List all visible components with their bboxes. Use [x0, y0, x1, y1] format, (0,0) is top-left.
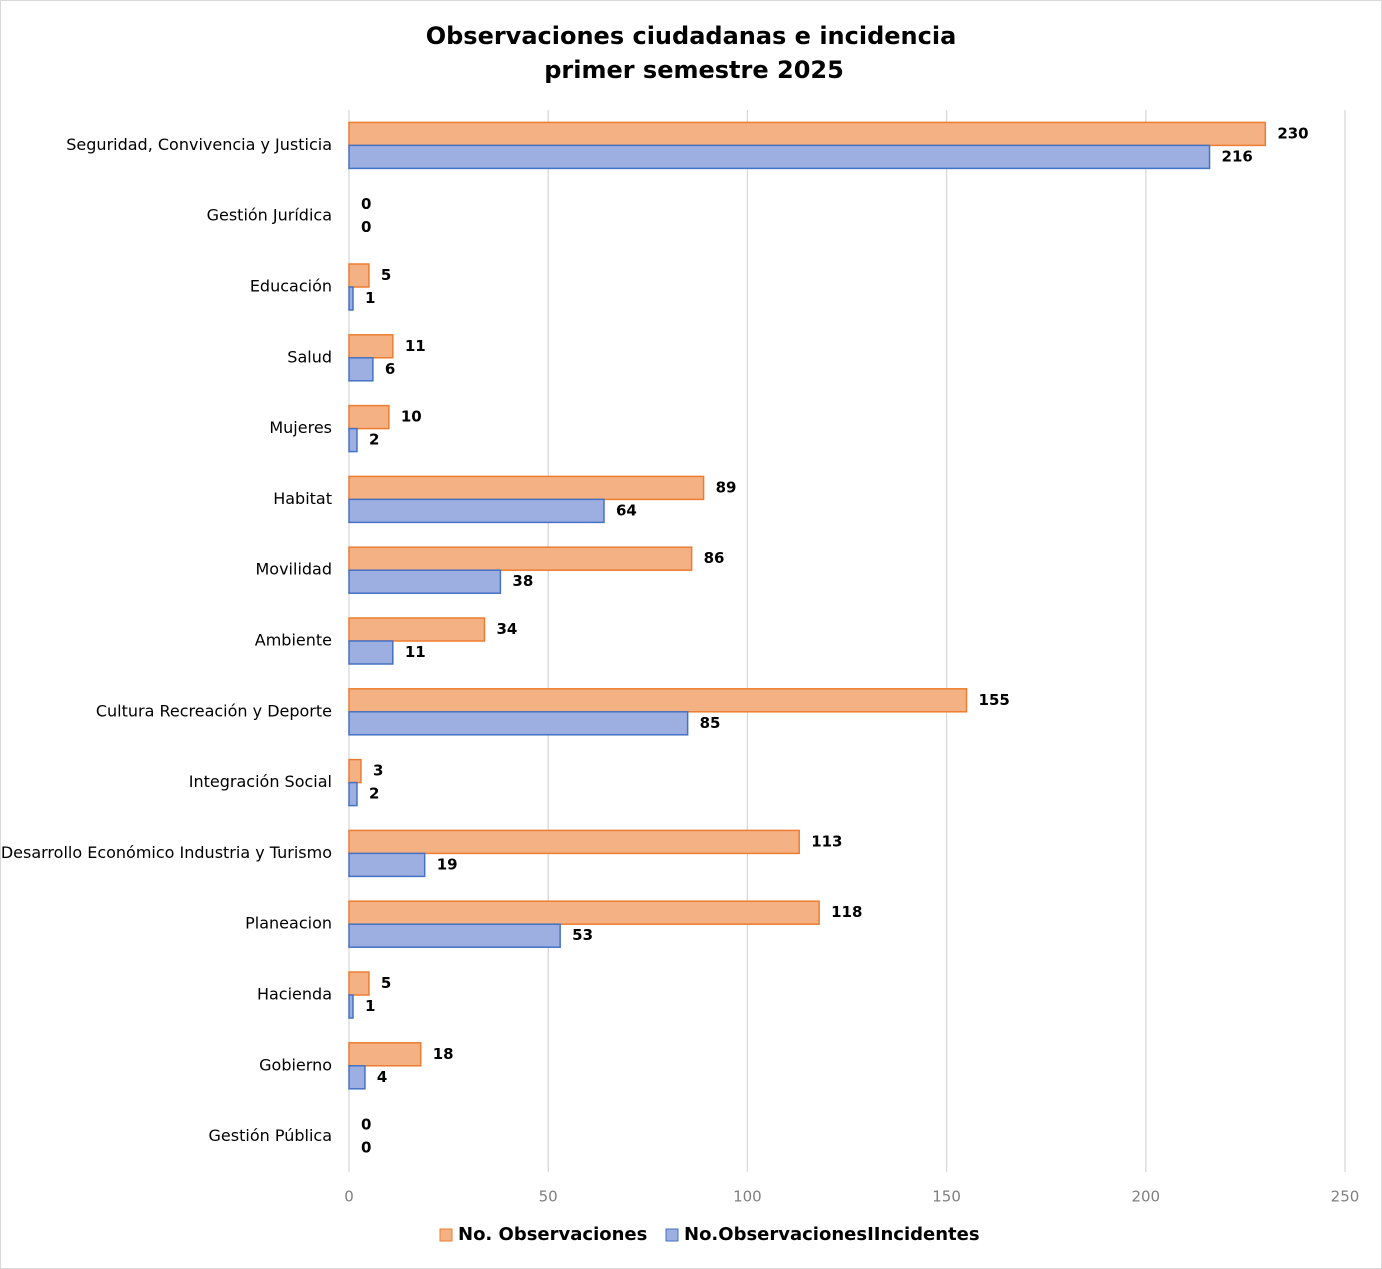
- legend-label: No.ObservacionesIIncidentes: [684, 1224, 980, 1245]
- data-label: 5: [381, 974, 391, 992]
- data-label: 0: [361, 1116, 371, 1134]
- x-tick-label: 200: [1131, 1188, 1160, 1206]
- data-label: 11: [405, 643, 426, 661]
- data-label: 155: [979, 691, 1010, 709]
- bar: [348, 923, 561, 948]
- data-label: 1: [365, 289, 375, 307]
- chart-title: Observaciones ciudadanas e incidencia: [426, 22, 957, 50]
- data-label: 1: [365, 997, 375, 1015]
- y-tick-label: Hacienda: [257, 985, 332, 1004]
- bar: [348, 688, 968, 713]
- bar: [348, 427, 358, 453]
- bar: [348, 475, 705, 501]
- data-label: 2: [369, 431, 379, 449]
- bar: [348, 569, 502, 594]
- bar: [348, 286, 354, 311]
- data-label: 34: [496, 620, 517, 638]
- y-tick-label: Movilidad: [255, 560, 332, 579]
- x-tick-label: 250: [1331, 1188, 1360, 1206]
- bar: [348, 144, 1211, 170]
- data-label: 11: [405, 337, 426, 355]
- bar: [348, 546, 693, 571]
- bar: [348, 357, 374, 382]
- data-label: 216: [1222, 147, 1253, 165]
- y-tick-label: Ambiente: [255, 631, 332, 650]
- data-label: 118: [831, 903, 862, 921]
- data-label: 113: [811, 832, 842, 850]
- data-label: 0: [361, 218, 371, 236]
- bar: [348, 404, 390, 430]
- data-label: 53: [572, 926, 593, 944]
- data-label: 64: [616, 501, 637, 519]
- legend-label: No. Observaciones: [458, 1224, 647, 1245]
- data-label: 0: [361, 1139, 371, 1157]
- data-label: 5: [381, 266, 391, 284]
- data-label: 89: [716, 478, 737, 496]
- data-label: 4: [377, 1068, 387, 1086]
- data-label: 6: [385, 360, 395, 378]
- y-tick-label: Integración Social: [189, 772, 332, 791]
- x-tick-label: 150: [932, 1188, 961, 1206]
- y-tick-label: Gobierno: [259, 1055, 332, 1074]
- data-label: 230: [1277, 124, 1308, 142]
- bar: [348, 900, 820, 925]
- bar: [348, 334, 394, 359]
- y-tick-label: Salud: [287, 347, 332, 366]
- data-label: 86: [704, 549, 725, 567]
- data-label: 2: [369, 785, 379, 803]
- bar: [348, 711, 689, 736]
- bar: [348, 994, 354, 1019]
- bar: [348, 1065, 366, 1090]
- y-tick-label: Educación: [250, 277, 332, 296]
- y-tick-label: Mujeres: [269, 418, 332, 437]
- bar: [348, 758, 362, 784]
- legend-swatch: [439, 1228, 453, 1242]
- y-tick-label: Habitat: [273, 489, 332, 508]
- bar: [348, 829, 800, 855]
- bar: [348, 263, 370, 288]
- y-tick-label: Seguridad, Convivencia y Justicia: [66, 135, 332, 154]
- y-tick-label: Gestión Jurídica: [207, 206, 332, 225]
- data-label: 38: [512, 572, 533, 590]
- bar: [348, 121, 1267, 147]
- y-tick-label: Desarrollo Económico Industria y Turismo: [1, 843, 332, 862]
- data-label: 3: [373, 762, 383, 780]
- bar: [348, 781, 358, 807]
- bar: [348, 971, 370, 996]
- y-tick-label: Cultura Recreación y Deporte: [96, 701, 332, 720]
- bar: [348, 498, 605, 524]
- x-tick-label: 100: [733, 1188, 762, 1206]
- data-label: 10: [401, 408, 422, 426]
- data-label: 18: [433, 1045, 454, 1063]
- bar: [348, 617, 486, 642]
- bar: [348, 640, 394, 665]
- data-label: 85: [700, 714, 721, 732]
- data-label: 0: [361, 195, 371, 213]
- data-label: 19: [437, 855, 458, 873]
- legend-swatch: [665, 1228, 679, 1242]
- bar: [348, 1042, 422, 1067]
- x-tick-label: 0: [344, 1188, 354, 1206]
- x-tick-label: 50: [539, 1188, 558, 1206]
- bar: [348, 852, 426, 878]
- y-tick-label: Planeacion: [245, 914, 332, 933]
- chart-subtitle: primer semestre 2025: [544, 56, 844, 84]
- y-tick-label: Gestión Pública: [209, 1126, 332, 1145]
